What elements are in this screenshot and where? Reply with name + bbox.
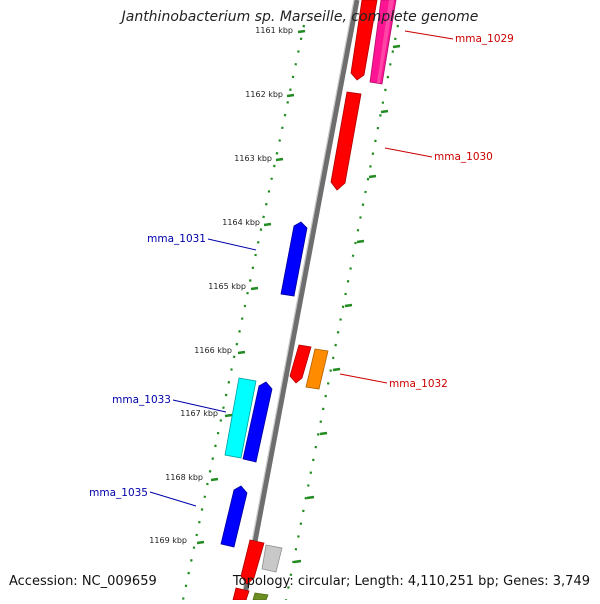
gene-label-mma-1035[interactable]: mma_1035 — [89, 487, 148, 499]
scale-tick — [393, 46, 400, 47]
scale-dot — [234, 356, 235, 358]
scale-dot — [303, 510, 304, 512]
kbp-tick-1164 — [264, 224, 271, 225]
kbp-label: 1167 kbp — [180, 409, 218, 418]
scale-dot — [191, 559, 192, 561]
scale-dot — [304, 25, 305, 27]
scale-dot — [388, 76, 389, 78]
scale-dot — [318, 433, 319, 435]
scale-tick — [333, 369, 340, 370]
scale-dot — [261, 229, 262, 231]
scale-dot — [223, 407, 224, 409]
scale-dot — [293, 76, 294, 78]
scale-dot — [282, 127, 283, 129]
kbp-tick-1162 — [287, 95, 294, 96]
scale-tick — [294, 561, 301, 562]
scale-dot — [258, 241, 259, 243]
kbp-label: 1166 kbp — [194, 346, 232, 355]
callout-mma-1029 — [405, 31, 453, 39]
kbp-label: 1163 kbp — [234, 154, 272, 163]
scale-tick — [307, 497, 314, 498]
scale-dot — [296, 63, 297, 65]
gene-mma-1032[interactable] — [306, 349, 328, 389]
genome-summary: Topology: circular; Length: 4,110,251 bp… — [233, 574, 590, 589]
kbp-label: 1165 kbp — [208, 282, 246, 291]
kbp-label: 1168 kbp — [165, 473, 203, 482]
scale-dot — [285, 114, 286, 116]
right-scale — [286, 25, 400, 600]
gene-label-mma-1029[interactable]: mma_1029 — [455, 33, 514, 45]
gene-label-mma-1031[interactable]: mma_1031 — [147, 233, 206, 245]
kbp-tick-1165 — [251, 288, 258, 289]
callout-mma-1035 — [150, 492, 196, 506]
gene-label-mma-1030[interactable]: mma_1030 — [434, 151, 493, 163]
scale-tick — [357, 241, 364, 242]
kbp-label: 1164 kbp — [222, 218, 260, 227]
scale-dot — [370, 165, 371, 167]
scale-dot — [213, 458, 214, 460]
scale-tick — [320, 433, 327, 434]
scale-dot — [239, 330, 240, 332]
scale-dot — [271, 178, 272, 180]
gene-olive-edge[interactable] — [253, 593, 268, 600]
callout-mma-1031 — [208, 239, 256, 250]
map-title: Janthinobacterium sp. Marseille, complet… — [0, 9, 600, 25]
gene-label-mma-1033[interactable]: mma_1033 — [112, 394, 171, 406]
scale-dot — [199, 521, 200, 523]
scale-dot — [237, 343, 238, 345]
scale-tick — [345, 305, 352, 306]
scale-dot — [321, 421, 322, 423]
kbp-label: 1161 kbp — [255, 26, 293, 35]
kbp-tick-1161 — [298, 31, 305, 32]
scale-tick — [369, 176, 376, 177]
callout-mma-1030 — [385, 148, 432, 157]
scale-dot — [247, 292, 248, 294]
accession-text: Accession: NC_009659 — [9, 574, 157, 589]
scale-dot — [202, 508, 203, 510]
kbp-tick-1168 — [211, 479, 218, 480]
scale-dot — [274, 165, 275, 167]
callout-lines — [150, 31, 453, 506]
scale-dot — [335, 344, 336, 346]
scale-dot — [301, 523, 302, 525]
scale-tick — [381, 111, 388, 112]
scale-dot — [226, 394, 227, 396]
kbp-tick-1169 — [197, 542, 204, 543]
kbp-tick-1163 — [276, 159, 283, 160]
gene-label-mma-1032[interactable]: mma_1032 — [389, 378, 448, 390]
left-scale — [183, 25, 304, 600]
kbp-label: 1162 kbp — [245, 90, 283, 99]
callout-mma-1032 — [340, 374, 387, 383]
scale-dot — [188, 572, 189, 574]
gene-mma-1035[interactable] — [221, 486, 247, 547]
scale-dot — [250, 279, 251, 281]
kbp-tick-1167 — [225, 415, 232, 416]
scale-dot — [353, 255, 354, 257]
scale-dot — [205, 496, 206, 498]
gene-gray-bottom[interactable] — [262, 545, 282, 572]
scale-dot — [269, 190, 270, 192]
kbp-tick-1166 — [238, 352, 245, 353]
scale-dot — [215, 445, 216, 447]
kbp-label: 1169 kbp — [149, 536, 187, 545]
